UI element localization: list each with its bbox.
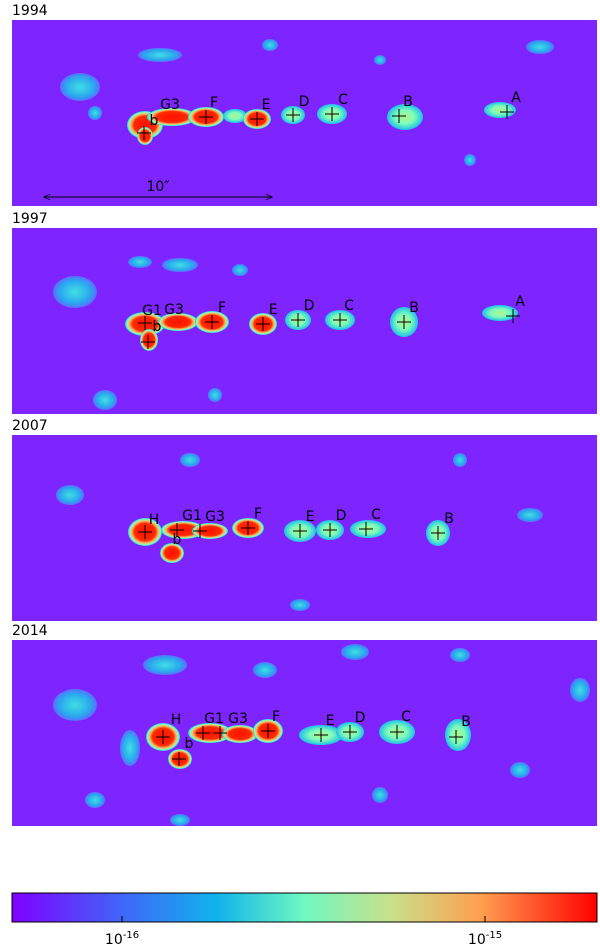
emission-blob bbox=[143, 655, 187, 675]
panel: 1994 G3b F E D C B A bbox=[12, 3, 597, 206]
emission-blob bbox=[88, 106, 102, 120]
colorbar-tick-label: 10-15 bbox=[468, 930, 502, 948]
knot-label: C bbox=[371, 507, 381, 523]
panel-year: 2007 bbox=[12, 418, 48, 434]
knot-label: B bbox=[409, 300, 419, 316]
emission-blob bbox=[170, 814, 190, 826]
emission-blob bbox=[453, 453, 467, 467]
emission-blob bbox=[232, 264, 248, 276]
emission-blob bbox=[517, 508, 543, 522]
knot-label: G1 bbox=[204, 711, 224, 727]
knot-label: B bbox=[461, 714, 471, 730]
knot-label: F bbox=[210, 95, 218, 111]
emission-blob bbox=[372, 787, 388, 803]
emission-blob bbox=[85, 792, 105, 808]
colorbar-tick-label: 10-16 bbox=[105, 930, 139, 948]
emission-blob bbox=[208, 388, 222, 402]
knot-label: D bbox=[304, 298, 315, 314]
knot-label: b bbox=[153, 319, 162, 335]
emission-blob bbox=[137, 127, 153, 145]
emission-blob bbox=[180, 453, 200, 467]
knot-label: H bbox=[171, 712, 182, 728]
knot-label: C bbox=[401, 709, 411, 725]
emission-blob bbox=[526, 40, 554, 54]
emission-blob bbox=[253, 662, 277, 678]
emission-blob bbox=[138, 48, 182, 62]
emission-blob bbox=[53, 276, 97, 308]
knot-label: G3 bbox=[228, 711, 248, 727]
emission-blob bbox=[93, 390, 117, 410]
knot-label: D bbox=[299, 94, 310, 110]
knot-label: F bbox=[218, 300, 226, 316]
emission-blob bbox=[570, 678, 590, 702]
knot-label: E bbox=[326, 713, 335, 729]
emission-blob bbox=[120, 730, 140, 766]
knot-label: H bbox=[149, 512, 160, 528]
knot-label: D bbox=[355, 710, 366, 726]
knot-label: G3 bbox=[160, 97, 180, 113]
figure: 1994G3bFEDCBA1997G1G3bFEDCBA2007HG1G3bFE… bbox=[0, 0, 600, 948]
scale-bar-label: 10″ bbox=[146, 179, 169, 195]
tick-exponent: -15 bbox=[486, 930, 502, 941]
knot-label: A bbox=[511, 90, 521, 106]
knot-label: b bbox=[173, 532, 182, 548]
tick-base: 10 bbox=[105, 932, 123, 948]
emission-blob bbox=[510, 762, 530, 778]
panel-year: 1997 bbox=[12, 211, 48, 227]
knot-label: G1 bbox=[182, 508, 202, 524]
emission-blob bbox=[464, 154, 476, 166]
knot-label: E bbox=[306, 509, 315, 525]
knot-label: E bbox=[262, 97, 271, 113]
emission-blob bbox=[341, 644, 369, 660]
colorbar bbox=[12, 893, 597, 922]
emission-blob bbox=[290, 599, 310, 611]
emission-blob bbox=[162, 258, 198, 272]
emission-blob bbox=[53, 689, 97, 721]
emission-blob bbox=[60, 73, 100, 101]
panel-year: 1994 bbox=[12, 3, 48, 19]
knot-label: F bbox=[254, 506, 262, 522]
knot-label: G3 bbox=[164, 302, 184, 318]
emission-blob bbox=[56, 485, 84, 505]
tick-exponent: -16 bbox=[123, 930, 139, 941]
emission-blob bbox=[222, 725, 258, 743]
knot-label: G3 bbox=[205, 509, 225, 525]
emission-blob bbox=[450, 648, 470, 662]
panel-year: 2014 bbox=[12, 623, 48, 639]
knot-label: G1 bbox=[142, 303, 162, 319]
knot-label: b bbox=[150, 113, 159, 129]
knot-label: B bbox=[444, 511, 454, 527]
knot-label: E bbox=[269, 302, 278, 318]
knot-label: C bbox=[344, 298, 354, 314]
knot-label: D bbox=[336, 508, 347, 524]
panel: 2007 H G1G3 b F E D C B bbox=[12, 418, 597, 621]
knot-label: F bbox=[272, 709, 280, 725]
knot-label: b bbox=[185, 736, 194, 752]
tick-base: 10 bbox=[468, 932, 486, 948]
emission-blob bbox=[262, 39, 278, 51]
knot-label: A bbox=[515, 294, 525, 310]
knot-label: C bbox=[338, 92, 348, 108]
emission-blob bbox=[374, 55, 386, 65]
knot-label: B bbox=[403, 94, 413, 110]
emission-blob bbox=[128, 256, 152, 268]
